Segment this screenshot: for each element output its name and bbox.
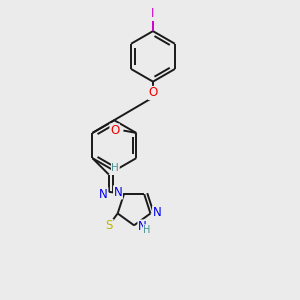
Text: O: O (148, 86, 158, 99)
Text: N: N (138, 220, 147, 233)
Text: I: I (151, 8, 155, 20)
Text: H: H (112, 163, 119, 173)
Text: O: O (110, 124, 119, 137)
Text: N: N (153, 206, 161, 219)
Text: N: N (99, 188, 108, 201)
Text: H: H (143, 225, 151, 235)
Text: N: N (114, 186, 122, 199)
Text: S: S (106, 219, 113, 232)
